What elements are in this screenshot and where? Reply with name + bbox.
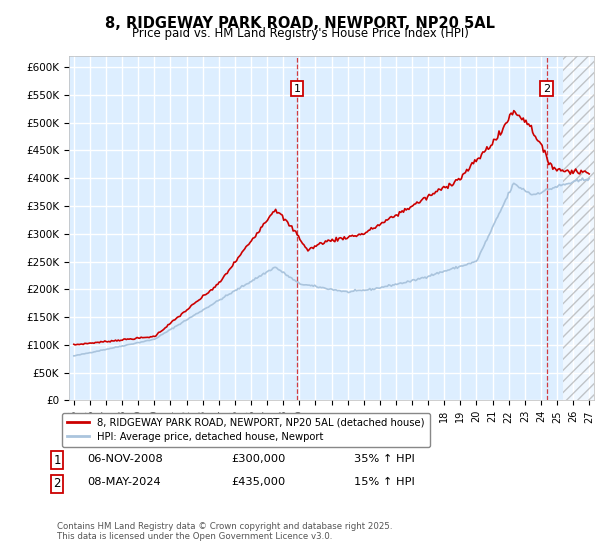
Text: 06-NOV-2008: 06-NOV-2008	[87, 454, 163, 464]
Text: Price paid vs. HM Land Registry's House Price Index (HPI): Price paid vs. HM Land Registry's House …	[131, 27, 469, 40]
Text: Contains HM Land Registry data © Crown copyright and database right 2025.
This d: Contains HM Land Registry data © Crown c…	[57, 522, 392, 542]
Text: £435,000: £435,000	[231, 477, 285, 487]
Bar	[563, 56, 600, 400]
Text: 1: 1	[53, 454, 61, 466]
Text: 1: 1	[293, 83, 301, 94]
Text: 35% ↑ HPI: 35% ↑ HPI	[354, 454, 415, 464]
Text: £300,000: £300,000	[231, 454, 286, 464]
Legend: 8, RIDGEWAY PARK ROAD, NEWPORT, NP20 5AL (detached house), HPI: Average price, d: 8, RIDGEWAY PARK ROAD, NEWPORT, NP20 5AL…	[62, 413, 430, 447]
Text: 2: 2	[543, 83, 550, 94]
Text: 2: 2	[53, 477, 61, 490]
Text: 15% ↑ HPI: 15% ↑ HPI	[354, 477, 415, 487]
Text: 8, RIDGEWAY PARK ROAD, NEWPORT, NP20 5AL: 8, RIDGEWAY PARK ROAD, NEWPORT, NP20 5AL	[105, 16, 495, 31]
Text: 08-MAY-2024: 08-MAY-2024	[87, 477, 161, 487]
